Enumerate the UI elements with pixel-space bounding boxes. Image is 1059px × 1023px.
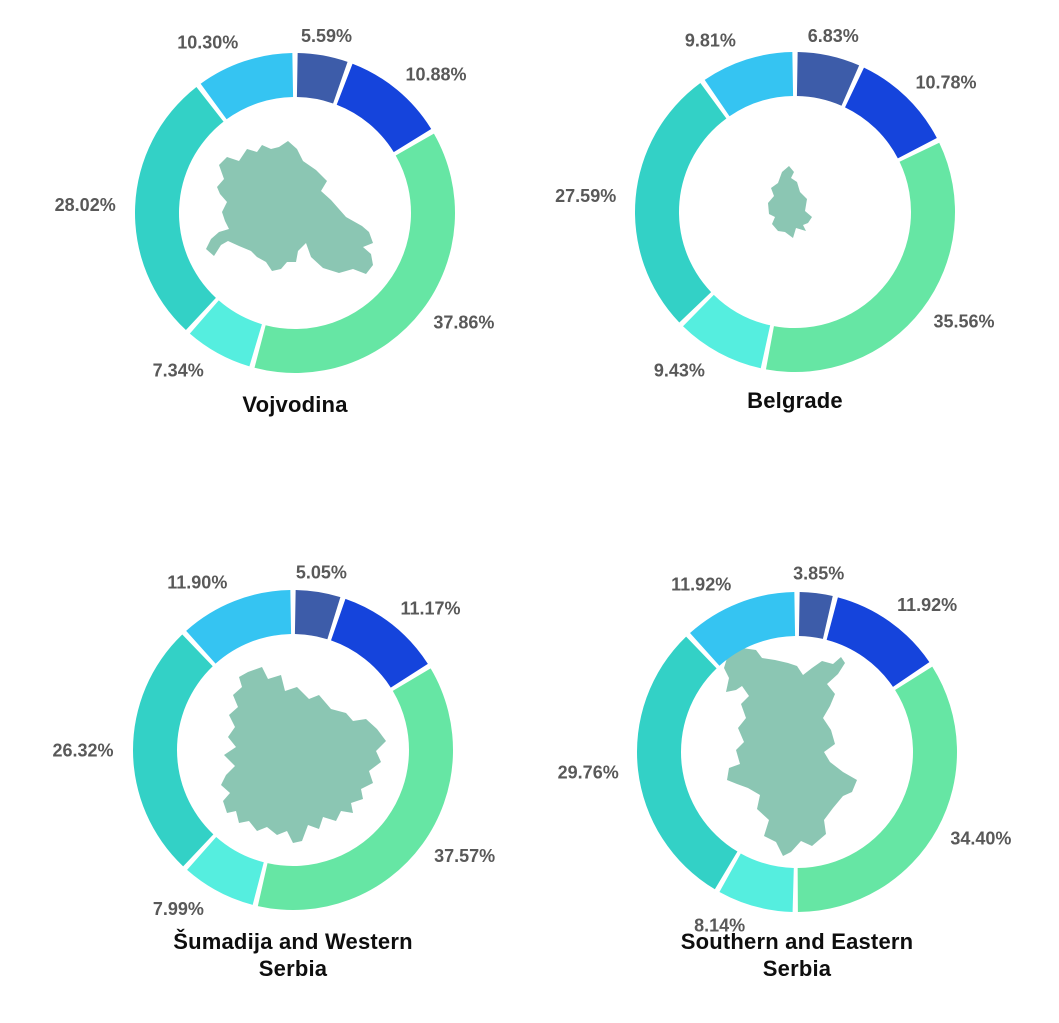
- donut-slice-teal: [635, 83, 727, 323]
- slice-label: 5.59%: [301, 26, 352, 46]
- donut-slice-dark-slate-blue: [296, 53, 348, 104]
- donut-chart-umadija-and-western-serbia: 5.05% 11.17% 37.57% 7.99% 26.32% 11.90%: [52, 562, 495, 919]
- southern-eastern-serbia-map-icon: [724, 648, 857, 856]
- slice-label: 6.83%: [808, 26, 859, 46]
- donut-slice-mint-green: [797, 666, 957, 912]
- slice-label: 10.88%: [405, 65, 466, 85]
- donut-slice-mint-green: [257, 668, 454, 911]
- slice-label: 28.02%: [55, 195, 116, 215]
- slice-label: 9.43%: [654, 360, 705, 380]
- donut-slice-sky-blue: [704, 52, 794, 117]
- sumadija-western-serbia-map-icon: [221, 667, 386, 843]
- donut-slice-sky-blue: [690, 592, 796, 666]
- donut-slice-sky-blue: [186, 590, 292, 664]
- donut-slice-light-cyan: [189, 300, 262, 367]
- vojvodina-map-icon: [206, 141, 373, 274]
- slice-label: 10.30%: [177, 32, 238, 52]
- donut-slice-dark-slate-blue: [294, 590, 341, 640]
- donut-slice-teal: [636, 636, 738, 890]
- slice-label: 37.86%: [433, 313, 494, 333]
- slice-label: 9.81%: [685, 31, 736, 51]
- slice-label: 11.17%: [400, 599, 460, 619]
- donut-slice-teal: [133, 634, 214, 867]
- donut-slice-royal-blue: [826, 597, 930, 687]
- belgrade-map-icon: [768, 166, 812, 238]
- chart-title-vojvodina: Vojvodina: [242, 392, 348, 417]
- chart-title-sumadija-western-serbia: Šumadija and Western Serbia: [173, 929, 413, 981]
- donut-slice-royal-blue: [336, 63, 432, 153]
- slice-label: 7.34%: [153, 361, 204, 381]
- slice-label: 10.78%: [915, 73, 976, 93]
- donut-slice-mint-green: [765, 142, 956, 372]
- chart-title-belgrade: Belgrade: [747, 388, 843, 413]
- donut-slice-teal: [134, 86, 224, 331]
- donut-slice-dark-slate-blue: [798, 592, 833, 639]
- slice-label: 7.99%: [153, 899, 204, 919]
- slice-label: 5.05%: [296, 562, 347, 582]
- slice-label: 11.92%: [671, 575, 731, 595]
- slice-label: 8.14%: [694, 916, 745, 936]
- slice-label: 27.59%: [555, 186, 616, 206]
- slice-label: 11.92%: [897, 595, 957, 615]
- donut-chart-southern-and-eastern-serbia: 3.85% 11.92% 34.40% 8.14% 29.76% 11.92%: [558, 563, 1012, 935]
- slice-label: 11.90%: [167, 572, 227, 592]
- slice-label: 35.56%: [933, 311, 994, 331]
- donut-slice-dark-slate-blue: [796, 52, 860, 106]
- donut-slice-light-cyan: [187, 836, 264, 905]
- chart-title-southern-eastern-serbia: Southern and Eastern Serbia: [680, 929, 914, 981]
- donut-slice-light-cyan: [683, 294, 771, 369]
- donut-slice-mint-green: [254, 133, 456, 373]
- donut-chart-belgrade: 6.83% 10.78% 35.56% 9.43% 27.59% 9.81%: [555, 26, 994, 380]
- donut-slice-light-cyan: [719, 853, 794, 912]
- donut-slice-royal-blue: [331, 598, 428, 688]
- slice-label: 29.76%: [558, 762, 619, 782]
- slice-label: 34.40%: [950, 829, 1011, 849]
- donut-chart-vojvodina: 5.59% 10.88% 37.86% 7.34% 28.02% 10.30%: [55, 26, 495, 381]
- donut-slice-sky-blue: [200, 53, 294, 120]
- donut-slice-royal-blue: [845, 67, 937, 159]
- slice-label: 3.85%: [793, 563, 844, 583]
- slice-label: 37.57%: [434, 846, 495, 866]
- slice-label: 26.32%: [52, 741, 113, 761]
